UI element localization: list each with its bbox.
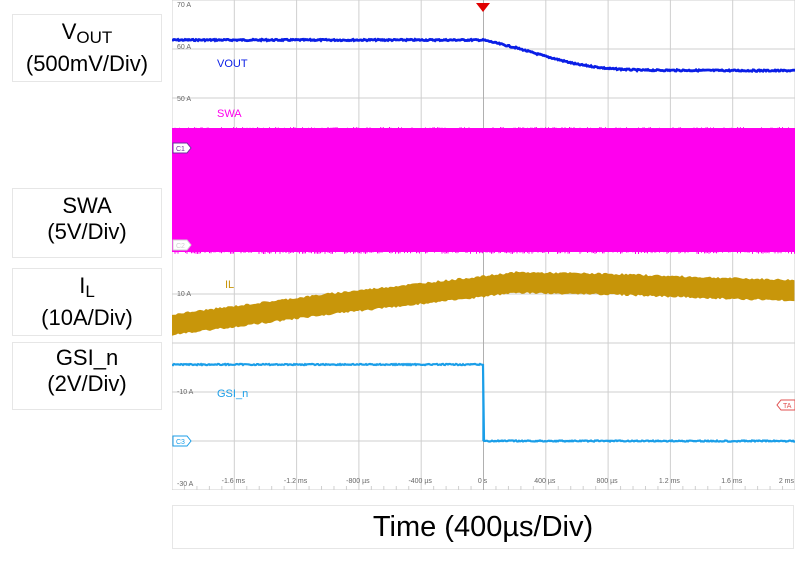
y-ticks: 70 A 60 A 50 A 10 A -10 A -30 A [177,2,194,488]
series-swa-edges [172,127,795,254]
oscilloscope-plot: 70 A 60 A 50 A 10 A -10 A -30 A -1.6 ms -1.2 m… [172,0,795,490]
y-tick-label: -30 A [177,481,194,488]
channel-markers: C1 C2 C3 TA [172,142,795,447]
channel-labels: VOUT SWA IL GSI_n [217,58,248,400]
y-tick-label: 50 A [177,96,191,103]
channel-marker-label: TA [783,403,792,410]
vout-label: VOUT (500mV/Div) [12,14,162,82]
x-tick-label: 1.2 ms [659,478,681,485]
channel-marker [172,142,192,154]
gsi-label: GSI_n (2V/Div) [12,342,162,410]
swa-label-div: (5V/Div) [47,219,127,244]
channel-marker-label: C3 [176,439,185,446]
gsi-label-div: (2V/Div) [47,371,127,396]
trigger-marker-icon [476,3,490,12]
il-label-sub: L [85,282,95,301]
traces [172,37,795,444]
x-ticks: -1.6 ms -1.2 ms -800 µs -400 µs 0 s 400 µs 800… [222,478,795,485]
x-tick-label: -1.2 ms [284,478,308,485]
swa-label-main: SWA [62,193,112,218]
channel-marker [776,399,795,411]
il-label-main: I [79,273,86,298]
x-tick-label: 400 µs [534,478,556,485]
time-axis-label: Time (400µs/Div) [172,505,794,549]
vout-label-div: (500mV/Div) [25,51,149,76]
gsi-label-main: GSI_n [55,345,119,370]
series-label-il: IL [225,279,234,291]
channel-marker-label: C2 [176,243,185,250]
y-tick-label: -10 A [177,389,194,396]
channel-marker [172,435,192,447]
swa-label: SWA (5V/Div) [12,188,162,258]
vout-label-main: V [61,19,77,44]
series-label-vout: VOUT [217,58,248,70]
x-tick-label: -1.6 ms [222,478,246,485]
x-tick-label: 800 µs [597,478,619,485]
y-tick-label: 60 A [177,44,191,51]
x-tick-label: -800 µs [346,478,370,485]
x-tick-label: 1.6 ms [721,478,743,485]
il-label-div: (10A/Div) [41,305,133,330]
vout-label-sub: OUT [76,28,113,47]
channel-marker-label: C1 [176,146,185,153]
series-label-gsi-n: GSI_n [217,388,248,400]
x-tick-label: 2 ms [779,478,795,485]
series-il-band [172,271,795,336]
x-tick-label: -400 µs [408,478,432,485]
il-label: IL (10A/Div) [12,268,162,336]
y-tick-label: 70 A [177,2,191,9]
series-vout-line [172,37,795,73]
x-tick-label: 0 s [478,478,488,485]
y-tick-label: 10 A [177,291,191,298]
channel-marker [172,239,192,251]
series-label-swa: SWA [217,108,242,120]
